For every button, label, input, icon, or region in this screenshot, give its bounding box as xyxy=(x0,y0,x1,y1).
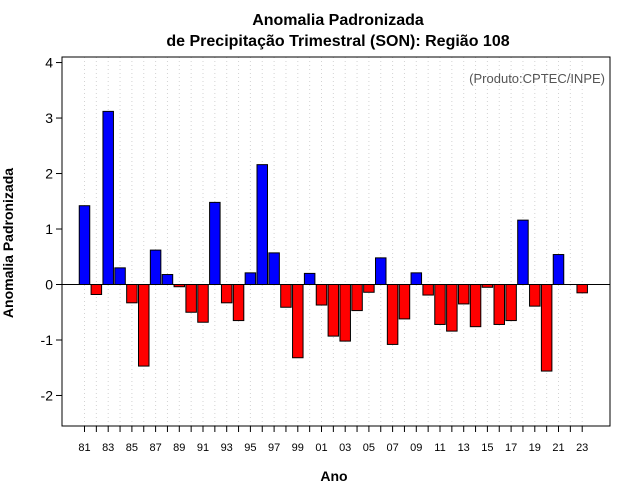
x-tick-label: 23 xyxy=(576,442,588,454)
y-tick-label: -1 xyxy=(41,332,54,348)
bar-2001 xyxy=(315,284,328,306)
x-tick-label: 85 xyxy=(126,442,138,454)
bar-1988 xyxy=(161,274,174,286)
bar-2013 xyxy=(457,284,470,305)
bar-1989 xyxy=(173,284,186,288)
x-tick-label: 99 xyxy=(292,442,304,454)
bar-1983 xyxy=(102,110,114,286)
y-tick-label: 3 xyxy=(45,110,53,126)
x-tick-label: 07 xyxy=(386,442,398,454)
bar-1999 xyxy=(292,284,304,359)
bar-2014 xyxy=(469,284,482,328)
x-tick-label: 11 xyxy=(434,442,445,454)
x-tick-label: 93 xyxy=(221,442,233,454)
bar-1994 xyxy=(232,284,245,322)
x-axis: 81 83 85 87 89 91 93 95 97 99 01 03 05 07 09 11 13 15 17 19… xyxy=(78,426,588,454)
bar-2006 xyxy=(375,257,387,286)
x-tick-label: 05 xyxy=(363,442,375,454)
y-tick-label: 0 xyxy=(45,277,53,293)
bar-2021 xyxy=(552,254,565,286)
bar-2019 xyxy=(529,284,541,307)
bar-1982 xyxy=(90,284,103,295)
x-tick-label: 87 xyxy=(149,442,161,454)
y-axis-label: Anomalia Padronizada xyxy=(0,168,16,318)
y-tick-label: 1 xyxy=(45,221,53,237)
bar-2009 xyxy=(410,272,423,286)
bar-1993 xyxy=(220,284,233,304)
x-tick-label: 19 xyxy=(529,442,541,454)
bar-1998 xyxy=(280,284,292,308)
x-axis-label: Ano xyxy=(320,468,347,484)
x-tick-label: 83 xyxy=(102,442,114,454)
source-annotation: (Produto:CPTEC/INPE) xyxy=(469,71,605,86)
grid-lines xyxy=(84,57,583,426)
bar-2012 xyxy=(446,284,458,332)
y-axis: -2 -1 0 1 2 3 4 xyxy=(41,55,62,403)
x-tick-label: 17 xyxy=(505,442,517,454)
x-tick-label: 81 xyxy=(78,442,90,454)
bar-1987 xyxy=(149,249,162,286)
x-tick-label: 91 xyxy=(197,442,209,454)
bar-2015 xyxy=(481,284,494,288)
x-tick-label: 01 xyxy=(315,442,327,454)
bar-1986 xyxy=(138,284,150,367)
bar-2010 xyxy=(422,284,434,296)
bar-2003 xyxy=(339,284,351,342)
bar-1991 xyxy=(197,284,209,323)
bar-2005 xyxy=(363,284,375,293)
x-tick-label: 03 xyxy=(339,442,351,454)
plot-frame xyxy=(61,56,611,427)
x-tick-label: 89 xyxy=(173,442,185,454)
x-tick-label: 09 xyxy=(410,442,422,454)
bar-2011 xyxy=(434,284,446,325)
y-tick-label: -2 xyxy=(41,387,54,403)
y-tick-label: 4 xyxy=(45,55,53,71)
bars xyxy=(78,110,588,372)
bar-2017 xyxy=(505,284,517,322)
bar-1992 xyxy=(209,201,221,286)
bar-2007 xyxy=(386,284,399,345)
bar-2004 xyxy=(351,284,363,312)
x-tick-label: 95 xyxy=(244,442,256,454)
y-tick-label: 2 xyxy=(45,166,53,182)
bar-1995 xyxy=(244,272,257,286)
bar-2008 xyxy=(398,284,411,320)
bar-1981 xyxy=(78,205,91,286)
bar-2016 xyxy=(493,284,505,325)
bar-1997 xyxy=(268,252,280,286)
x-tick-label: 21 xyxy=(552,442,564,454)
bar-1996 xyxy=(256,164,268,286)
chart-title: Anomalia Padronizada xyxy=(252,12,424,29)
x-tick-label: 97 xyxy=(268,442,280,454)
x-tick-label: 15 xyxy=(481,442,493,454)
bar-1990 xyxy=(185,284,197,313)
bar-2000 xyxy=(303,272,316,286)
bar-2018 xyxy=(517,219,529,286)
x-tick-label: 13 xyxy=(458,442,470,454)
bar-2002 xyxy=(327,284,340,337)
bar-1984 xyxy=(114,267,126,286)
chart-subtitle: de Precipitação Trimestral (SON): Região… xyxy=(166,33,509,50)
bar-1985 xyxy=(126,284,138,304)
bar-2023 xyxy=(576,284,588,294)
bar-2020 xyxy=(540,284,553,372)
